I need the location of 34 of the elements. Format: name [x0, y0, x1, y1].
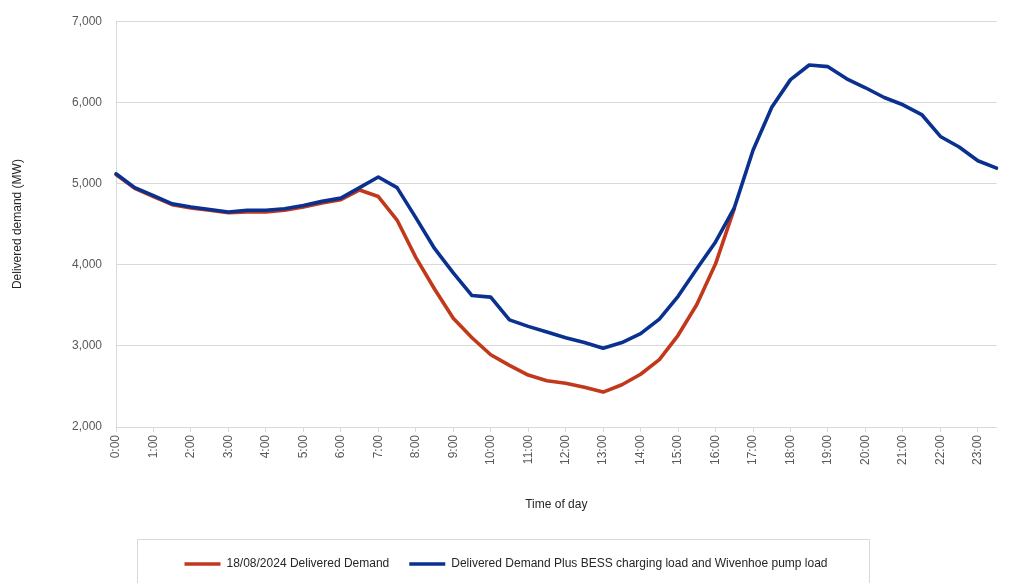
x-tick-label: 4:00 — [258, 434, 273, 459]
x-axis-title: Time of day — [525, 497, 588, 512]
x-tick-label: 22:00 — [932, 434, 947, 466]
x-tick-label: 21:00 — [895, 434, 910, 466]
x-tick-label: 13:00 — [595, 434, 610, 466]
y-axis-title: Delivered demand (MW) — [9, 159, 24, 290]
x-tick-label: 17:00 — [745, 434, 760, 466]
y-tick-label: 2,000 — [71, 419, 103, 434]
x-tick-label: 8:00 — [408, 434, 423, 459]
legend-label: Delivered Demand Plus BESS charging load and Wivenhoe pump load — [451, 556, 828, 571]
x-tick-label: 6:00 — [333, 434, 348, 459]
x-tick-label: 15:00 — [670, 434, 685, 466]
y-tick-label: 5,000 — [71, 175, 103, 190]
x-tick-label: 2:00 — [183, 434, 198, 459]
x-tick-label: 18:00 — [782, 434, 797, 466]
x-tick-label: 19:00 — [820, 434, 835, 466]
x-tick-label: 0:00 — [108, 434, 123, 459]
x-tick-label: 20:00 — [857, 434, 872, 466]
x-tick-label: 12:00 — [557, 434, 572, 466]
x-tick-label: 16:00 — [707, 434, 722, 466]
x-tick-label: 14:00 — [632, 434, 647, 466]
x-tick-label: 3:00 — [220, 434, 235, 459]
y-tick-label: 6,000 — [71, 94, 103, 109]
y-tick-label: 7,000 — [71, 13, 103, 28]
y-tick-label: 3,000 — [71, 338, 103, 353]
x-tick-label: 7:00 — [370, 434, 385, 459]
x-tick-label: 1:00 — [145, 434, 160, 459]
x-tick-label: 10:00 — [483, 434, 498, 466]
x-tick-label: 23:00 — [970, 434, 985, 466]
x-tick-label: 11:00 — [520, 434, 535, 465]
x-tick-label: 9:00 — [445, 434, 460, 459]
y-tick-label: 4,000 — [71, 256, 103, 271]
legend-label: 18/08/2024 Delivered Demand — [226, 556, 390, 571]
x-tick-label: 5:00 — [295, 434, 310, 459]
